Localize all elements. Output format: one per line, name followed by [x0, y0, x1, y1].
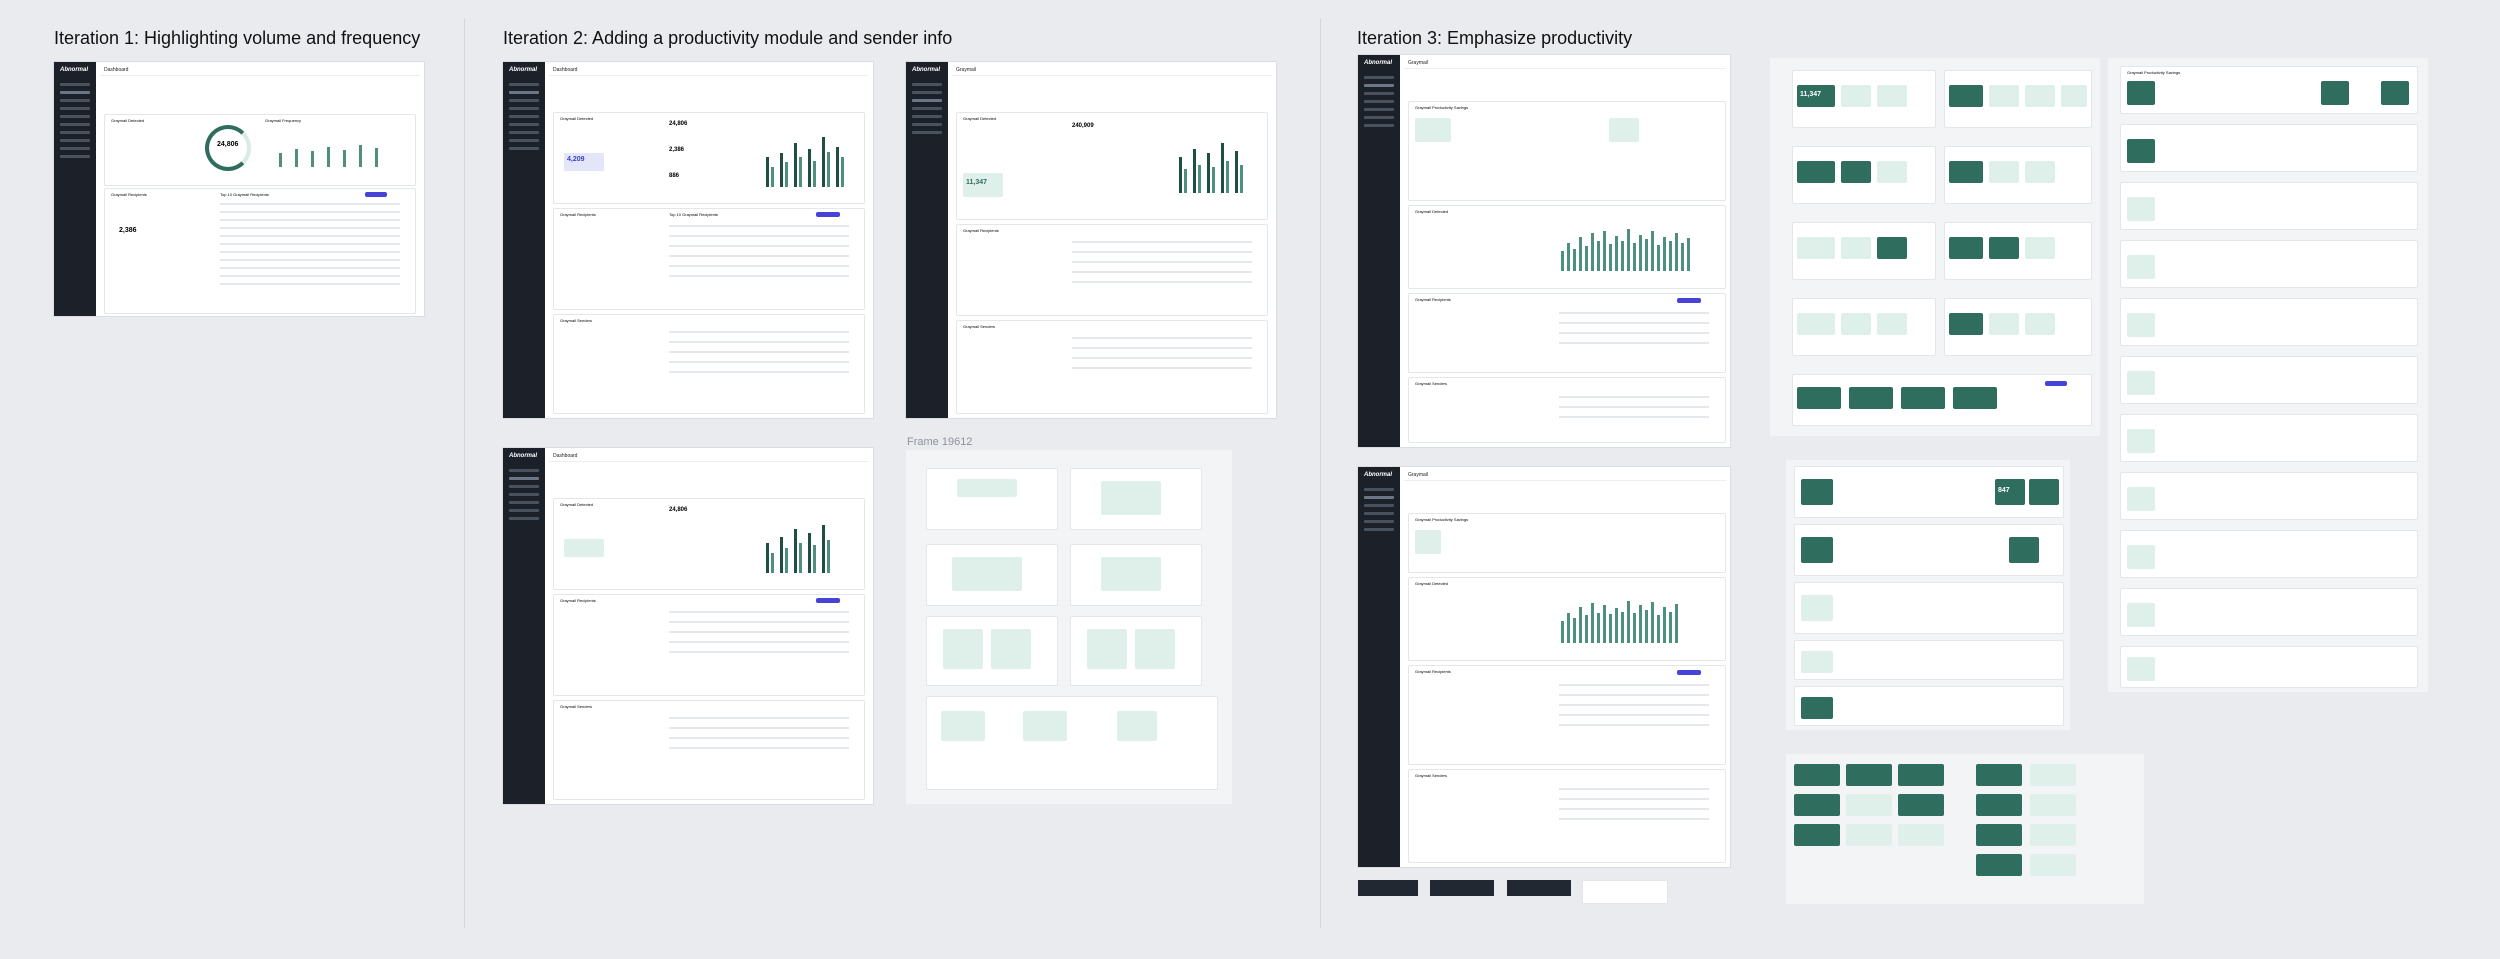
- frequency-chart: [275, 127, 395, 167]
- iteration-2-dashboard-a: Abnormal Dashboard Graymail Detected 4,2…: [503, 62, 873, 418]
- iteration-2-dashboard-b: Abnormal Graymail Graymail Detected 240,…: [906, 62, 1276, 418]
- page-title: Dashboard: [104, 67, 129, 73]
- logo: Abnormal: [60, 67, 89, 73]
- iteration-2-dashboard-c: Abnormal Dashboard Graymail Detected 24,…: [503, 448, 873, 804]
- iteration-1-title: Iteration 1: Highlighting volume and fre…: [54, 28, 421, 48]
- section-divider: [1320, 18, 1321, 928]
- sticky-note: [1358, 880, 1418, 896]
- productivity-variants-b: Graymail Productivity Savings: [2108, 58, 2428, 692]
- frame-label: Frame 19612: [907, 436, 973, 448]
- section-divider: [464, 18, 465, 928]
- sidebar: Abnormal: [54, 62, 96, 316]
- productivity-variants-c: 847: [1786, 460, 2070, 730]
- graymail-detected-card: Graymail Detected 24,806 Graymail Freque…: [104, 114, 416, 186]
- productivity-savings-card: Graymail Productivity Savings: [1408, 101, 1726, 201]
- productivity-variants-a: 11,347: [1770, 58, 2100, 436]
- iteration-3-dashboard-b: Abnormal Graymail Graymail Productivity …: [1358, 467, 1730, 867]
- sticky-note: [1430, 880, 1494, 896]
- sticky-note: [1507, 880, 1571, 896]
- graymail-recipients-card: Graymail Recipients Top 10 Graymail Reci…: [104, 188, 416, 314]
- sticky-note: [1582, 880, 1668, 904]
- iteration-3-title: Iteration 3: Emphasize productivity: [1357, 28, 1633, 48]
- frame-19612: [906, 450, 1232, 804]
- productivity-variants-d: [1786, 754, 2144, 904]
- iteration-3-dashboard-a: Abnormal Graymail Graymail Productivity …: [1358, 55, 1730, 447]
- iteration-1-dashboard: Abnormal Dashboard Graymail Detected 24,…: [54, 62, 424, 316]
- donut-chart: [205, 125, 251, 171]
- iteration-2-title: Iteration 2: Adding a productivity modul…: [503, 28, 953, 48]
- frequency-chart: [764, 127, 854, 187]
